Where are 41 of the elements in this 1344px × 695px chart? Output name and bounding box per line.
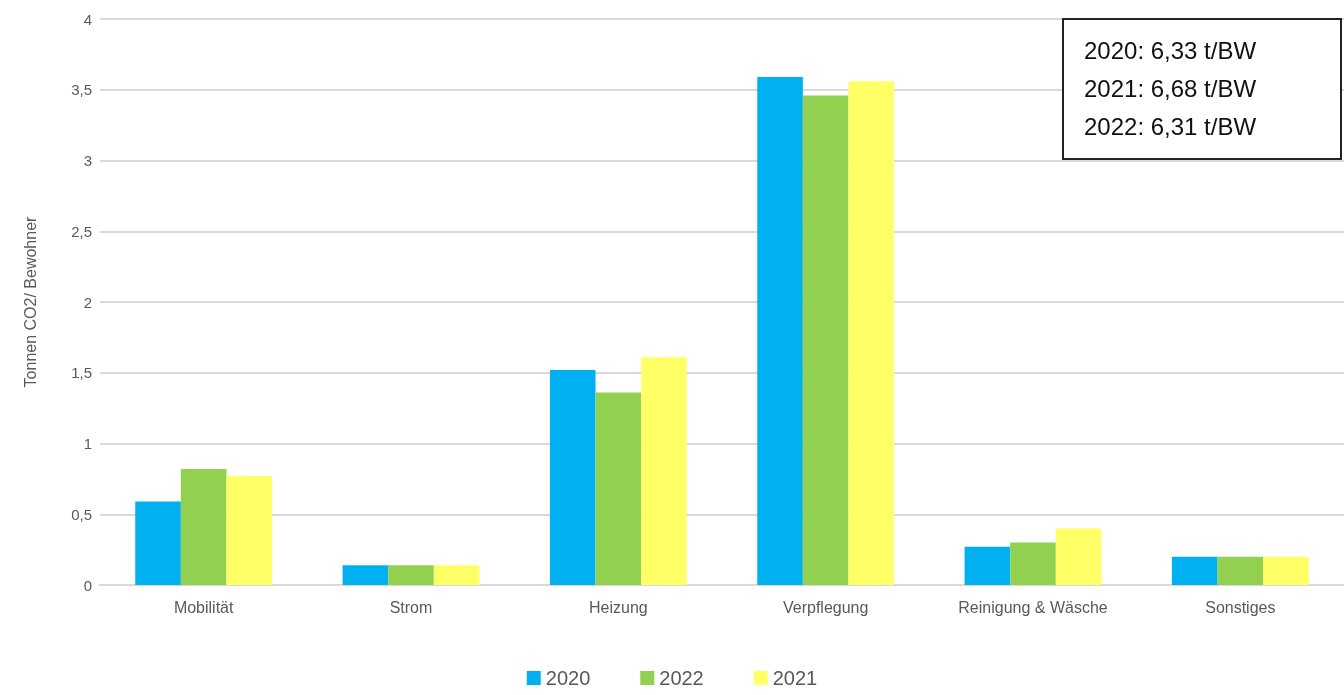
bar (135, 501, 181, 585)
bar (180, 468, 227, 585)
bar (342, 565, 389, 585)
y-tick-label: 4 (83, 10, 92, 28)
bar (1217, 556, 1264, 585)
bar (595, 392, 642, 585)
bar (1010, 542, 1056, 585)
x-tick-label: Mobilität (173, 598, 235, 616)
bar (1263, 556, 1309, 585)
bar (549, 369, 596, 585)
bar (1171, 556, 1218, 585)
y-axis-title: Tonnen CO2/ Bewohner (21, 215, 39, 388)
bar (226, 476, 273, 585)
y-tick-label: 3,5 (71, 81, 92, 99)
annotation: 2022: 6,31 t/BW (1084, 112, 1258, 142)
y-tick-label: 2 (83, 293, 92, 311)
legend-label: 2022 (659, 667, 704, 689)
bar (757, 77, 803, 585)
legend-label: 2020 (545, 667, 591, 689)
x-tick-label: Verpflegung (782, 598, 869, 616)
y-tick-label: 2,5 (71, 222, 92, 240)
y-tick-label: 0 (83, 576, 92, 594)
bar (641, 357, 687, 585)
x-tick-label: Sonstiges (1205, 598, 1276, 616)
annotation: 2020: 6,33 t/BW (1084, 36, 1258, 66)
y-tick-label: 0,5 (71, 505, 92, 523)
x-tick-label: Heizung (588, 598, 648, 616)
legend-label: 2021 (772, 667, 818, 689)
bar (848, 81, 895, 585)
y-tick-label: 1 (83, 435, 92, 452)
bar (388, 565, 434, 585)
note-box: 2020: 6,33 t/BW 2021: 6,68 t/BW 2022: 6,31 t/BW (1062, 18, 1342, 160)
bar (802, 95, 849, 585)
bar (964, 546, 1011, 585)
bar (1055, 528, 1102, 585)
y-tick-label: 3 (83, 152, 92, 169)
annotation: 2021: 6,68 t/BW (1084, 74, 1258, 104)
y-tick-label: 1,5 (71, 364, 92, 382)
x-tick-label: Reinigung & Wäsche (958, 598, 1108, 616)
bar (433, 565, 480, 585)
x-tick-label: Strom (389, 598, 433, 616)
